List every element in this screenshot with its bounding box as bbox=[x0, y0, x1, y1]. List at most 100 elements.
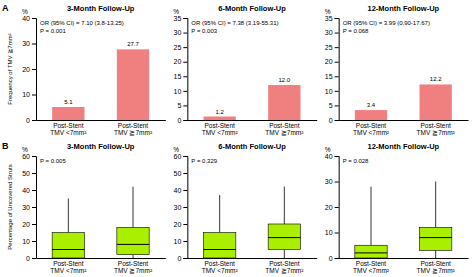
median bbox=[268, 237, 300, 238]
whisker-low bbox=[284, 250, 285, 259]
data-label: 27.7 bbox=[127, 41, 139, 47]
tick-label: 60 bbox=[174, 153, 182, 160]
tick-label: Post-StentTMV ≧7mm² bbox=[417, 122, 456, 136]
y-tick: 50 bbox=[22, 170, 36, 177]
tick-label-line: TMV <7mm² bbox=[353, 267, 390, 274]
y-axis: 05101520253035 bbox=[325, 15, 339, 124]
tick-label: 25 bbox=[174, 44, 182, 51]
tick-label: 0 bbox=[177, 117, 181, 124]
tick-label-line: Post-Stent bbox=[204, 260, 235, 267]
tick-label: 10 bbox=[325, 88, 333, 95]
tick-label-line: Post-Stent bbox=[420, 260, 451, 267]
tick-label: Post-StentTMV ≧7mm² bbox=[265, 260, 304, 274]
y-unit: % bbox=[173, 8, 179, 15]
x-axis: Post-StentTMV <7mm²Post-StentTMV ≧7mm² bbox=[188, 120, 317, 136]
tick-label-line: TMV ≧7mm² bbox=[265, 267, 304, 274]
y-tick: 15 bbox=[174, 73, 188, 80]
tick-mark bbox=[183, 224, 187, 225]
tick-label: Post-StentTMV ≧7mm² bbox=[114, 122, 153, 136]
tick-mark bbox=[335, 105, 339, 106]
y-tick: 15 bbox=[325, 73, 339, 80]
x-axis: Post-StentTMV <7mm² Post-StentTMV ≧7mm² bbox=[339, 258, 468, 274]
tick-label: 5 bbox=[329, 102, 333, 109]
y-axis: 0102030405060 bbox=[22, 153, 36, 262]
tick-mark bbox=[183, 207, 187, 208]
x-tick: Post-StentTMV <7mm² bbox=[202, 258, 239, 274]
annotation: P = 0.329 bbox=[191, 158, 217, 164]
annotation: P = 0.068 bbox=[343, 28, 369, 34]
tick-mark bbox=[335, 233, 339, 234]
tick-label-line: TMV ≧7mm² bbox=[114, 129, 153, 136]
x-tick: Post-StentTMV <7mm² bbox=[353, 258, 390, 274]
axis-line bbox=[32, 19, 37, 121]
tick-mark bbox=[32, 207, 36, 208]
annotation: OR (95% CI) = 7.38 (3.19-55.31) bbox=[191, 20, 278, 26]
y-tick: 5 bbox=[177, 102, 187, 109]
marks bbox=[355, 84, 452, 120]
tick-label: 40 bbox=[325, 153, 333, 160]
y-tick: 10 bbox=[325, 229, 339, 236]
median bbox=[204, 249, 236, 250]
title: 12-Month Follow-Up bbox=[368, 4, 440, 13]
tick-label: 0 bbox=[329, 117, 333, 124]
whisker-high bbox=[371, 187, 372, 246]
y-tick: 5 bbox=[329, 102, 339, 109]
panel: 0102030405060Post-StentTMV <7mm²Post-Ste… bbox=[173, 142, 317, 274]
tick-mark bbox=[32, 241, 36, 242]
median bbox=[117, 244, 149, 245]
y-axis: 05101520253035 bbox=[174, 15, 188, 124]
tick-mark bbox=[335, 120, 339, 121]
tick-mark bbox=[183, 120, 187, 121]
y-tick: 0 bbox=[329, 255, 339, 262]
panel: 05101520253035Post-StentTMV <7mm²Post-St… bbox=[173, 4, 317, 136]
tick-label: 20 bbox=[22, 221, 30, 228]
y-tick: 10 bbox=[174, 88, 188, 95]
tick-label-line: Post-Stent bbox=[356, 122, 387, 129]
y-tick: 10 bbox=[22, 238, 36, 245]
title: 3-Month Follow-Up bbox=[67, 142, 135, 151]
box bbox=[204, 233, 236, 259]
tick-label-line: TMV ≧7mm² bbox=[417, 129, 456, 136]
annotation: OR (95% CI) = 3.99 (0.90-17.67) bbox=[343, 20, 430, 26]
tick-label: 20 bbox=[22, 66, 30, 73]
annotation: P = 0.003 bbox=[191, 28, 217, 34]
y-tick: 0 bbox=[177, 255, 187, 262]
tick-label: 15 bbox=[174, 73, 182, 80]
tick-label-line: TMV <7mm² bbox=[50, 129, 87, 136]
y-axis-title: Frequency of TMV ≧7mm² bbox=[7, 33, 13, 104]
tick-label-line: TMV <7mm² bbox=[50, 267, 87, 274]
tick-mark bbox=[183, 258, 187, 259]
y-tick: 30 bbox=[174, 29, 188, 36]
tick-label: 0 bbox=[26, 117, 30, 124]
tick-label-line: TMV <7mm² bbox=[202, 267, 239, 274]
tick-label-line: Post-Stent bbox=[204, 122, 235, 129]
tick-label: 10 bbox=[325, 229, 333, 236]
y-tick: 20 bbox=[325, 204, 339, 211]
bar bbox=[52, 107, 84, 120]
figure: 010203040Post-StentTMV <7mm²Post-StentTM… bbox=[0, 0, 474, 277]
y-tick: 40 bbox=[325, 153, 339, 160]
tick-label: 10 bbox=[174, 88, 182, 95]
tick-mark bbox=[335, 76, 339, 77]
panel: 0102030405060Post-StentTMV <7mm²Post-Ste… bbox=[2, 141, 166, 274]
box bbox=[420, 227, 452, 250]
annotation: P = 0.005 bbox=[40, 158, 66, 164]
y-tick: 25 bbox=[174, 44, 188, 51]
tick-label-line: Post-Stent bbox=[118, 260, 149, 267]
panel: 010203040Post-StentTMV <7mm²Post-StentTM… bbox=[325, 142, 469, 274]
tick-label: 0 bbox=[177, 255, 181, 262]
box bbox=[355, 245, 387, 258]
data-label: 12.0 bbox=[278, 77, 290, 83]
x-tick: Post-StentTMV <7mm² bbox=[50, 258, 87, 274]
panel: 010203040Post-StentTMV <7mm²Post-StentTM… bbox=[2, 3, 166, 136]
tick-label-line: TMV ≧7mm² bbox=[417, 267, 456, 274]
y-tick: 0 bbox=[26, 117, 36, 124]
tick-label: 40 bbox=[22, 187, 30, 194]
tick-label-line: TMV ≧7mm² bbox=[265, 129, 304, 136]
tick-mark bbox=[32, 190, 36, 191]
tick-label: Post-StentTMV ≧7mm² bbox=[114, 260, 153, 274]
bar bbox=[420, 84, 452, 120]
annotation: P = 0.028 bbox=[343, 158, 369, 164]
bar bbox=[204, 117, 236, 120]
y-tick: 30 bbox=[325, 29, 339, 36]
